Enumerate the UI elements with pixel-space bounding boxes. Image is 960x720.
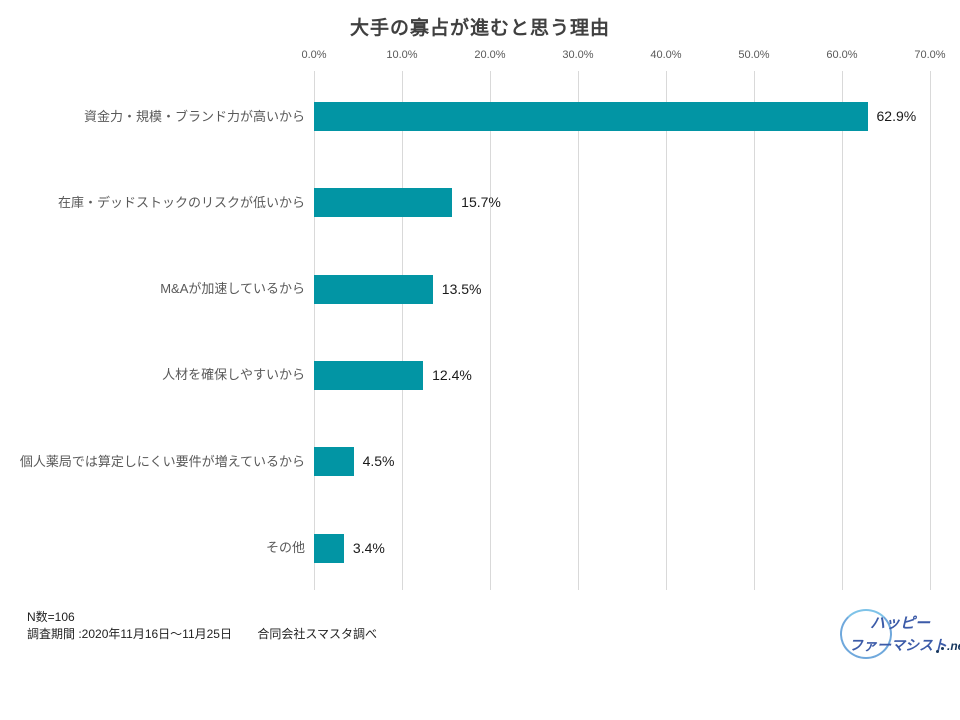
bar <box>314 102 868 131</box>
value-label: 62.9% <box>876 108 917 124</box>
sample-size-note: N数=106 <box>27 610 75 624</box>
category-label: その他 <box>265 540 305 555</box>
bar <box>314 447 354 477</box>
logo-circle-icon <box>840 609 892 659</box>
gridline <box>314 71 315 590</box>
bar <box>314 360 424 390</box>
value-label: 3.4% <box>352 539 385 556</box>
survey-period-text: 調査期間 :2020年11月16日～11月25日 <box>27 627 232 641</box>
gridline <box>578 71 579 590</box>
category-label: 人材を確保しやすいから <box>162 367 305 383</box>
category-label: 資金力・規模・ブランド力が高いから <box>83 108 305 124</box>
logo-text-line1: ハッピー <box>870 615 931 632</box>
x-axis-tick-label: 60.0% <box>826 49 858 61</box>
gridline <box>754 71 755 590</box>
value-label: 13.5% <box>441 280 482 297</box>
x-axis-tick-label: 30.0% <box>562 49 594 61</box>
value-label: 15.7% <box>461 194 501 211</box>
x-axis-tick-label: 10.0% <box>386 49 418 61</box>
category-label: 個人薬局では算定しにくい要件が増えているから <box>19 453 305 469</box>
x-axis-tick-label: 20.0% <box>474 49 506 61</box>
chart-title: 大手の寡占が進むと思う理由 <box>349 18 610 39</box>
value-label: 12.4% <box>432 366 472 383</box>
bar <box>314 188 453 218</box>
gridline <box>842 71 843 590</box>
gridline <box>666 71 667 590</box>
x-axis-tick-label: 70.0% <box>914 49 946 61</box>
x-axis-tick-label: 50.0% <box>738 49 770 61</box>
footer-note: N数=106 調査期間 :2020年11月16日～11月25日 合同会社スマスタ… <box>27 609 377 643</box>
gridline <box>490 71 491 590</box>
logo-text-line2: ファーマシスト.net <box>849 635 960 655</box>
survey-source-text: 合同会社スマスタ調べ <box>257 627 377 641</box>
x-axis-tick-label: 40.0% <box>650 49 682 61</box>
bar <box>314 274 433 304</box>
gridline <box>930 71 931 590</box>
bar <box>314 533 344 563</box>
logo-text-main: ファーマシスト <box>849 637 947 653</box>
category-label: M&Aが加速しているから <box>160 281 305 297</box>
gridline <box>402 71 403 590</box>
category-label: 在庫・デッドストックのリスクが低いから <box>57 194 305 210</box>
happy-pharmacist-logo: ハッピー ファーマシスト.net <box>832 603 960 671</box>
x-axis-tick-label: 0.0% <box>301 49 327 61</box>
value-label: 4.5% <box>362 453 395 470</box>
paw-dots-icon <box>936 647 946 655</box>
survey-period-note: 調査期間 :2020年11月16日～11月25日 合同会社スマスタ調べ <box>27 626 377 643</box>
logo-text-suffix: .net <box>947 639 960 653</box>
